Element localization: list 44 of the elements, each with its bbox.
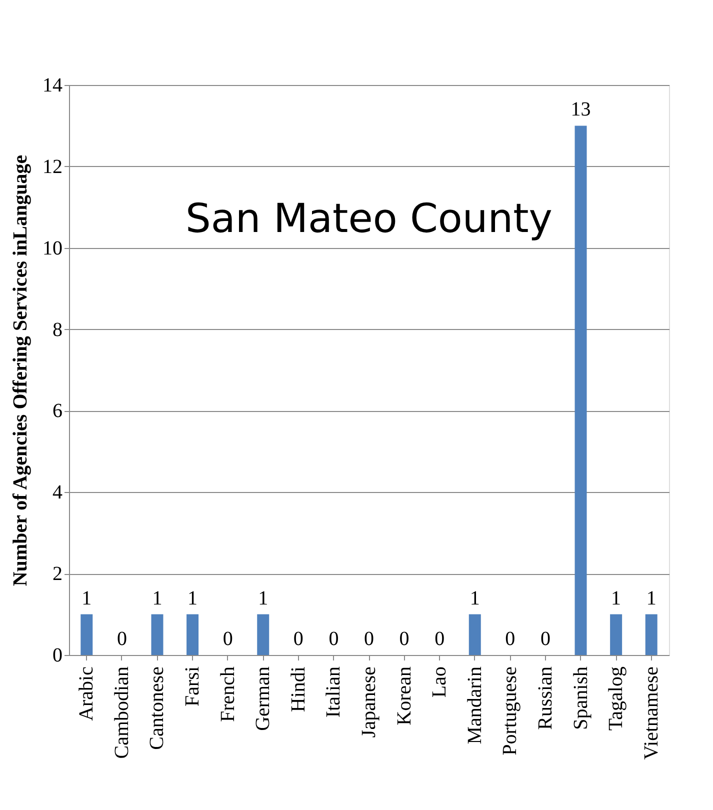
y-tick-label: 12: [42, 156, 62, 178]
text: San Mateo County: [186, 196, 552, 242]
y-tick-label: 10: [42, 237, 62, 260]
x-tick-label: Russian: [534, 666, 556, 730]
x-tick-label: Cambodian: [110, 666, 133, 759]
y-tick-label: 14: [42, 74, 62, 96]
data-label: 0: [116, 628, 127, 650]
data-label: 0: [540, 628, 550, 650]
y-tick-label: 6: [52, 400, 62, 422]
data-label: 1: [646, 587, 656, 610]
data-label: 13: [570, 98, 591, 121]
x-tick-label: French: [216, 666, 239, 722]
x-tick-label: Farsi: [182, 666, 204, 706]
x-tick-label: Japanese: [358, 666, 380, 738]
data-label: 1: [152, 587, 162, 610]
x-tick-label: Spanish: [570, 666, 592, 730]
x-tick-label: German: [252, 666, 274, 731]
x-tick-label: Tagalog: [605, 666, 628, 731]
data-label: 0: [328, 628, 339, 650]
x-tick-label: Korean: [393, 666, 416, 726]
data-label: 1: [470, 587, 480, 610]
data-label: 1: [82, 587, 92, 610]
data-label: 1: [188, 587, 198, 610]
data-label: 1: [611, 587, 622, 610]
y-tick-label: 4: [52, 482, 62, 504]
x-tick-label: Mandarin: [464, 666, 486, 744]
data-label: 1: [258, 587, 268, 610]
y-tick-label: 2: [52, 563, 62, 586]
x-tick-label: Cantonese: [146, 666, 168, 750]
data-label: 0: [399, 628, 410, 650]
data-label: 0: [434, 628, 445, 650]
x-tick-label: Hindi: [287, 666, 310, 712]
y-axis-title: Number of Agencies Offering Services inLanguage: [10, 154, 32, 586]
data-label: 0: [222, 628, 233, 650]
x-tick-label: Portuguese: [499, 666, 522, 756]
y-tick-label: 8: [52, 318, 62, 341]
x-tick-label: Arabic: [76, 666, 98, 721]
data-label: 0: [293, 628, 304, 650]
y-tick-label: 0: [52, 644, 62, 666]
x-tick-label: Lao: [428, 666, 451, 698]
x-tick-label: Italian: [322, 666, 345, 718]
data-label: 0: [364, 628, 374, 650]
data-label: 0: [505, 628, 516, 650]
x-tick-label: Vietnamese: [640, 666, 662, 760]
